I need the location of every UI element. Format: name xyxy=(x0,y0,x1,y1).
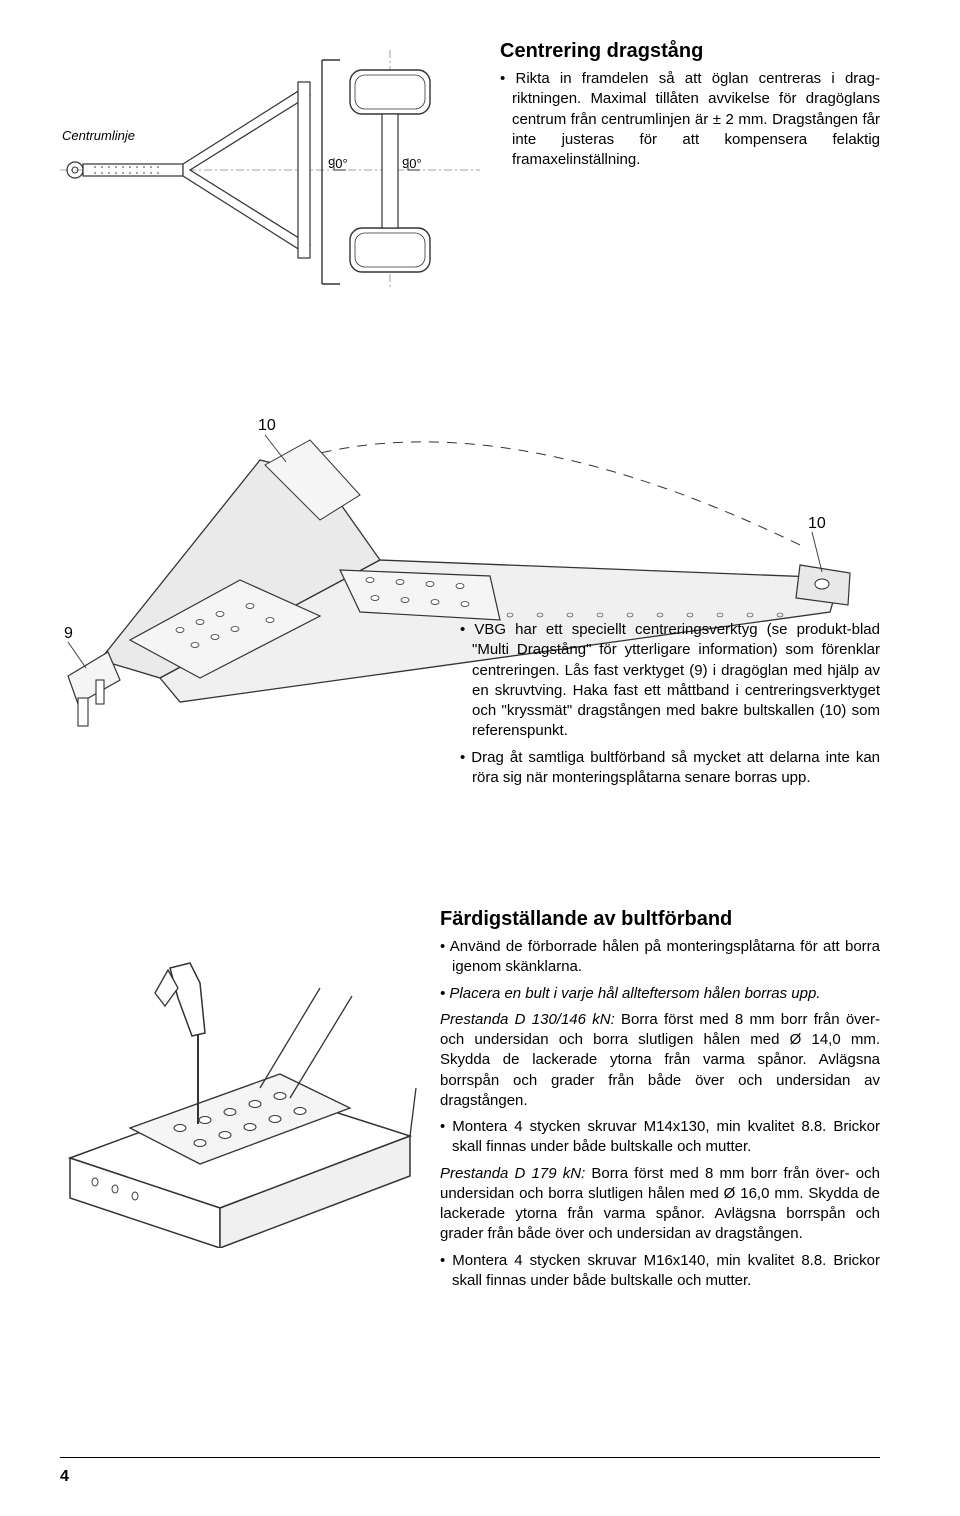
label-angle-left: 90° xyxy=(328,156,348,171)
heading-centrering: Centrering dragstång xyxy=(500,40,880,63)
footer-rule xyxy=(60,1457,880,1458)
section-centrering: Centrumlinje xyxy=(60,40,880,300)
text-fardigstallande: Färdigställande av bultförband Använd de… xyxy=(440,908,880,1297)
bullet-f-2: Placera en bult i varje hål allteftersom… xyxy=(440,984,880,1004)
bullet-verktyg-1: VBG har ett speciellt centreringsverktyg… xyxy=(460,620,880,742)
text-centreringsverktyg: VBG har ett speciellt centreringsverktyg… xyxy=(460,620,880,788)
label-angle-right: 90° xyxy=(402,156,422,171)
figure-drill xyxy=(60,908,420,1297)
label-10-top: 10 xyxy=(258,417,276,434)
page-number: 4 xyxy=(60,1468,69,1486)
bullet-verktyg-2: Drag åt samtliga bultförband så mycket a… xyxy=(460,748,880,789)
label-centrumlinje: Centrumlinje xyxy=(62,128,135,143)
label-9: 9 xyxy=(64,625,73,642)
section-fardigstallande: Färdigställande av bultförband Använd de… xyxy=(60,908,880,1297)
para-f-2: Prestanda D 179 kN: Borra först med 8 mm… xyxy=(440,1164,880,1245)
bullet-f-1: Använd de förborrade hålen på monterings… xyxy=(440,937,880,978)
heading-fardigstallande: Färdigställande av bultförband xyxy=(440,908,880,931)
bullet-f-4: Montera 4 stycken skruvar M16x140, min k… xyxy=(440,1251,880,1292)
bullet-f-3: Montera 4 stycken skruvar M14x130, min k… xyxy=(440,1117,880,1158)
label-10-right: 10 xyxy=(808,515,826,532)
figure-top-view: Centrumlinje xyxy=(60,40,480,300)
section-iso-view: 10 10 9 VBG har ett speciellt centrering… xyxy=(60,380,880,788)
para-f-1: Prestanda D 130/146 kN: Borra först med … xyxy=(440,1010,880,1111)
bullet-centrering-1: Rikta in framdelen så att öglan centrera… xyxy=(500,69,880,170)
text-centrering: Centrering dragstång Rikta in framdelen … xyxy=(500,40,880,300)
